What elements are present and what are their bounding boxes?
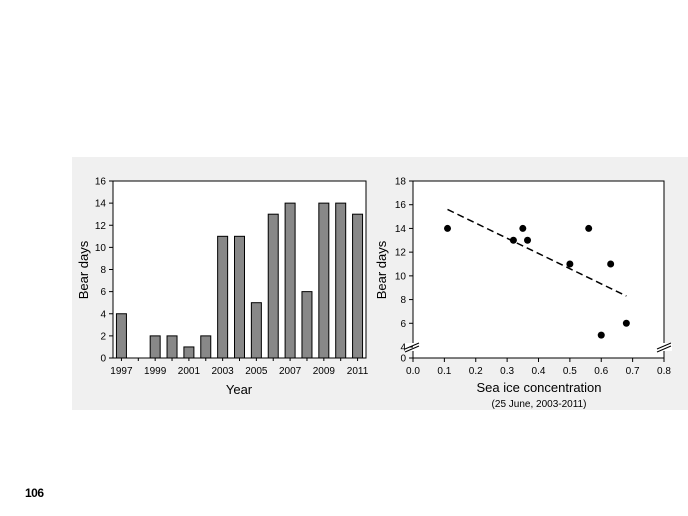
scatter-chart-x-axis-label: Sea ice concentration: [476, 380, 601, 395]
x-tick-label: 0.2: [469, 366, 483, 377]
y-tick-label: 6: [400, 319, 406, 330]
x-tick-label: 0.4: [532, 366, 546, 377]
scatter-chart-x-axis-sublabel: (25 June, 2003-2011): [492, 399, 587, 410]
bar-2010: [335, 202, 347, 359]
scatter-point: [597, 331, 605, 339]
bar-1997: [115, 313, 127, 359]
x-tick-label: 2003: [212, 366, 235, 377]
y-tick-label: 10: [395, 271, 407, 282]
y-tick-label: 16: [95, 177, 107, 188]
bar-chart: 0 2 4 6 8 10 12 14 16 1997 1999 2001 2003 2005 2007 20…: [76, 177, 369, 398]
y-tick-label: 4: [100, 309, 106, 320]
y-tick-label: 6: [100, 287, 106, 298]
x-tick-label: 1997: [110, 366, 133, 377]
bar-2006: [267, 213, 279, 359]
x-tick-label: 2009: [313, 366, 336, 377]
bar-chart-x-axis-label: Year: [226, 382, 253, 397]
scatter-point: [444, 224, 452, 232]
scatter-point: [622, 319, 630, 327]
bar-2009: [318, 202, 330, 359]
scatter-chart-y-axis-label: Bear days: [374, 240, 389, 299]
scatter-point: [524, 236, 532, 244]
y-tick-label: 14: [95, 199, 107, 210]
x-tick-label: 2005: [245, 366, 268, 377]
bar-2002: [200, 335, 212, 359]
scatter-marks: [444, 208, 630, 339]
trend-line: [447, 208, 627, 297]
scatter-x-ticks: 0.0 0.1 0.2 0.3 0.4 0.5 0.6 0.7 0.8: [406, 358, 671, 377]
x-tick-label: 2011: [347, 366, 369, 377]
y-tick-label: 4: [400, 343, 406, 354]
y-tick-label: 12: [395, 248, 407, 259]
x-tick-label: 0.7: [626, 366, 640, 377]
scatter-point: [509, 236, 517, 244]
bar-1999: [149, 335, 161, 359]
y-tick-label: 0: [400, 354, 406, 365]
scatter-chart-plot-area: [412, 180, 665, 359]
y-tick-label: 10: [95, 243, 107, 254]
page-number: 106: [25, 486, 44, 500]
bar-2008: [301, 291, 313, 359]
bar-2007: [284, 202, 296, 359]
y-tick-label: 8: [400, 295, 406, 306]
x-tick-label: 1999: [144, 366, 167, 377]
x-tick-label: 0.1: [437, 366, 451, 377]
bar-2005: [250, 302, 262, 359]
x-tick-label: 2001: [178, 366, 201, 377]
bar-2003: [217, 235, 229, 359]
x-tick-label: 0.3: [500, 366, 514, 377]
x-tick-label: 0.0: [406, 366, 420, 377]
bar-y-ticks: 0 2 4 6 8 10 12 14 16: [95, 177, 113, 365]
y-tick-label: 12: [95, 221, 107, 232]
scatter-point: [607, 260, 615, 268]
x-tick-label: 0.5: [563, 366, 577, 377]
y-tick-label: 2: [100, 331, 106, 342]
y-tick-label: 0: [100, 354, 106, 365]
scatter-y-ticks: 04 6 8 10 12 14 16 18: [395, 177, 413, 365]
scatter-point: [585, 224, 593, 232]
x-tick-label: 0.6: [594, 366, 608, 377]
scatter-point: [566, 260, 574, 268]
y-tick-label: 8: [100, 265, 106, 276]
bar-2011: [352, 213, 364, 359]
x-tick-label: 0.8: [657, 366, 671, 377]
scatter-point: [519, 224, 527, 232]
bar-2001: [183, 346, 195, 359]
bar-2004: [234, 235, 245, 359]
bar-2000: [166, 335, 178, 359]
bar-chart-y-axis-label: Bear days: [76, 240, 91, 299]
x-tick-label: 2007: [279, 366, 302, 377]
y-tick-label: 16: [395, 200, 407, 211]
y-tick-label: 14: [395, 224, 407, 235]
y-tick-label: 18: [395, 177, 407, 188]
bar-x-ticks: 1997 1999 2001 2003 2005 2007 2009 2011: [110, 358, 369, 377]
